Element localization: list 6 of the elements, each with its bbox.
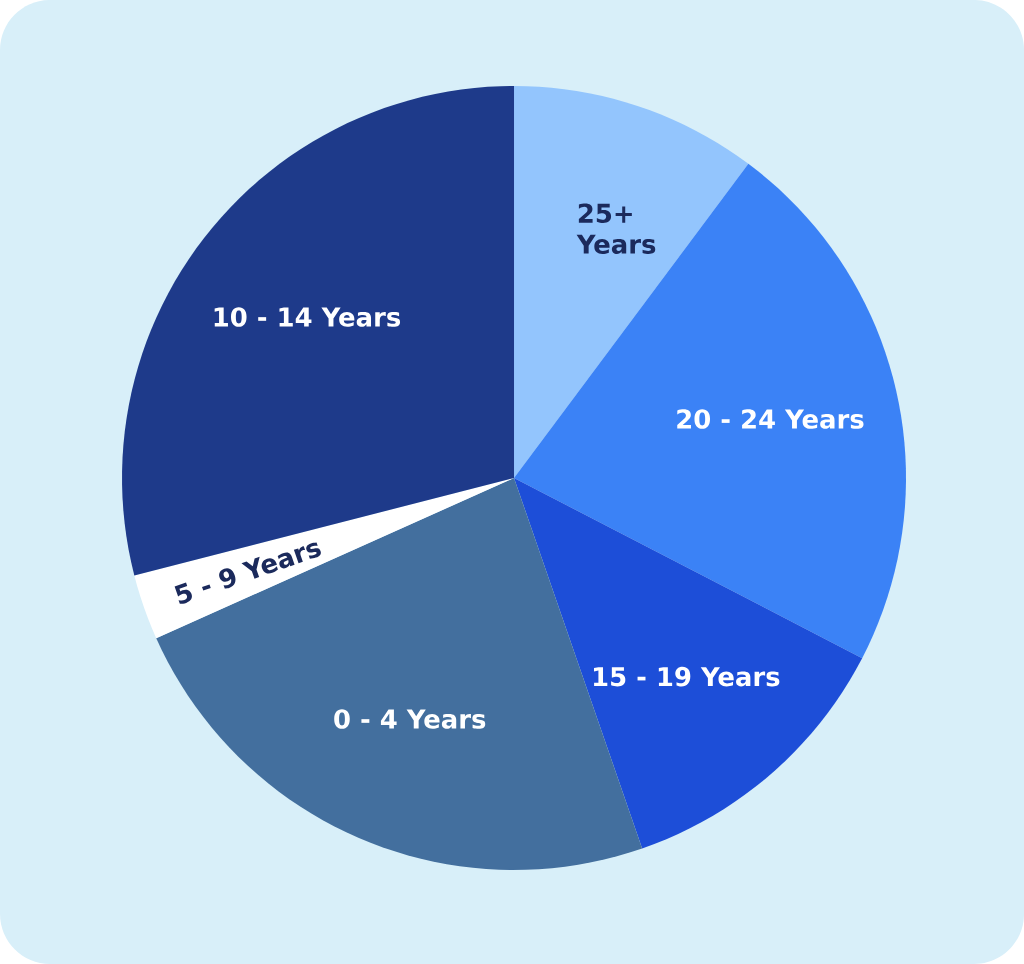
slice-label: 10 - 14 Years [214,307,401,327]
slice-label: 20 - 24 Years [677,409,864,429]
slice-label: 0 - 4 Years [334,709,486,729]
slice-label: 25+ Years [576,203,656,254]
slice-label: 15 - 19 Years [594,666,780,687]
slice-label: 5 - 9 Years [174,542,321,604]
